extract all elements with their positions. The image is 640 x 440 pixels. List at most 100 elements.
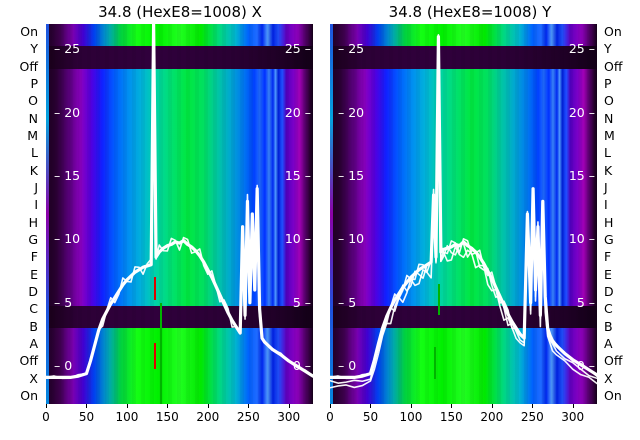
category-tick-left-14: E: [30, 266, 38, 282]
panel-title-x: 34.8 (HexE8=1008) X: [98, 3, 262, 21]
data-marker-2: [160, 302, 163, 404]
heatmap-image-y: [330, 24, 597, 404]
trace-path: [46, 28, 313, 380]
category-tick-right-16: C: [604, 301, 613, 317]
xtick-panel-y-mark-250: [532, 404, 534, 408]
xtick-panel-x-label-0: 0: [42, 410, 50, 424]
xtick-panel-y-label-200: 200: [480, 410, 504, 424]
xtick-panel-x-mark-250: [248, 404, 250, 408]
category-tick-left-15: D: [28, 284, 38, 299]
xtick-panel-y-mark-50: [370, 404, 372, 408]
xtick-panel-x-label-50: 50: [78, 410, 95, 424]
inner-ytick-left-20: – 20: [54, 104, 81, 120]
category-tick-left-2: Off: [19, 58, 38, 74]
trace-overlay-y: [330, 34, 597, 389]
inner-ytick-right-0: 0 –: [576, 358, 595, 373]
xtick-panel-y-label-0: 0: [326, 410, 334, 424]
xtick-panel-y-label-100: 100: [399, 410, 423, 424]
heat-band-top-dark: [330, 46, 597, 69]
inner-ytick-right-10: 10 –: [568, 231, 595, 247]
xtick-panel-y-mark-200: [491, 404, 493, 408]
category-tick-right-10: I: [604, 197, 608, 213]
inner-ytick-right-15: 15 –: [284, 168, 311, 183]
inner-ytick-left-25: – 25: [338, 41, 365, 57]
xtick-panel-x-mark-50: [86, 404, 88, 408]
category-tick-left-20: X: [29, 370, 38, 386]
inner-ytick-left-10: – 10: [54, 231, 81, 247]
category-tick-left-13: F: [30, 249, 38, 265]
inner-ytick-right-10: 10 –: [284, 231, 311, 247]
category-tick-right-12: G: [604, 232, 614, 247]
xtick-panel-y-mark-100: [410, 404, 412, 408]
category-tick-right-13: F: [604, 249, 612, 265]
trace-path: [330, 35, 597, 379]
category-tick-right-4: O: [604, 93, 614, 109]
category-tick-right-6: M: [604, 128, 615, 143]
xtick-panel-y-label-150: 150: [439, 410, 463, 424]
panel-title-y: 34.8 (HexE8=1008) Y: [388, 3, 552, 21]
xtick-panel-x-mark-200: [207, 404, 209, 408]
heat-band-main: [330, 68, 597, 306]
category-tick-left-4: O: [28, 93, 38, 109]
xtick-panel-x-label-300: 300: [277, 410, 301, 424]
data-marker-1: [153, 343, 156, 369]
category-tick-right-5: N: [604, 110, 614, 126]
data-marker-3: [437, 283, 440, 316]
category-tick-left-5: N: [28, 110, 38, 126]
data-marker-0: [153, 277, 156, 301]
trace-overlay-x: [46, 24, 313, 380]
category-tick-right-3: P: [604, 76, 612, 91]
heat-mottle: [46, 24, 313, 404]
category-axis-right: On Y Off P O N M L K J I H G F E D C B A Off X On: [598, 24, 640, 404]
category-tick-right-0: On: [604, 24, 622, 39]
category-tick-left-21: On: [20, 388, 38, 403]
heatmap-panel-y[interactable]: – 25 25 – – 20 20 – – 15 15 – – 10 10 – – 5 5 – – …: [330, 24, 597, 404]
inner-ytick-left-25: – 25: [54, 41, 81, 57]
inner-ytick-right-0: 0 –: [292, 358, 311, 373]
x-axis-panel-x: 0 50 100 150 200 250 300: [42, 404, 313, 440]
xtick-panel-y-mark-0: [330, 404, 331, 408]
heat-band-top-green: [330, 24, 597, 47]
xtick-panel-x-mark-100: [126, 404, 128, 408]
trace-path: [46, 24, 313, 379]
x-axis-panel-y: 0 50 100 150 200 250 300: [326, 404, 597, 440]
category-tick-left-18: A: [29, 336, 38, 351]
category-tick-left-8: K: [29, 162, 38, 178]
xtick-panel-x-mark-0: [46, 404, 47, 408]
data-marker-4: [433, 347, 436, 379]
heat-band-main: [46, 68, 313, 306]
category-tick-right-18: A: [604, 336, 613, 351]
heat-edge-stripe: [330, 24, 333, 404]
category-tick-right-9: J: [604, 180, 608, 195]
inner-ytick-right-20: 20 –: [284, 104, 311, 120]
trace-path: [330, 51, 597, 389]
category-tick-left-3: P: [30, 76, 38, 91]
inner-ytick-left-0: – 0: [338, 358, 357, 373]
category-tick-left-1: Y: [30, 41, 38, 57]
category-tick-right-17: B: [604, 318, 613, 334]
heat-edge-stripe: [46, 24, 49, 404]
category-tick-left-17: B: [29, 318, 38, 334]
category-tick-left-6: M: [27, 128, 38, 143]
inner-ytick-right-25: 25 –: [284, 41, 311, 57]
category-tick-left-16: C: [29, 301, 38, 317]
inner-ytick-left-20: – 20: [338, 104, 365, 120]
inner-ytick-left-15: – 15: [338, 168, 365, 183]
inner-ytick-left-5: – 5: [54, 294, 73, 310]
trace-path: [330, 34, 597, 384]
inner-ytick-right-15: 15 –: [568, 168, 595, 183]
category-tick-left-11: H: [28, 214, 38, 230]
heat-band-top-green: [46, 24, 313, 47]
inner-ytick-right-25: 25 –: [568, 41, 595, 57]
category-tick-left-0: On: [20, 24, 38, 39]
category-tick-left-12: G: [28, 232, 38, 247]
category-tick-right-15: D: [604, 284, 614, 299]
heatmap-panel-x[interactable]: – 25 25 – – 20 20 – – 15 15 – – 10 10 – – 5 5 – – …: [46, 24, 313, 404]
xtick-panel-y-label-50: 50: [362, 410, 379, 424]
xtick-panel-y-mark-300: [572, 404, 574, 408]
xtick-panel-x-label-250: 250: [236, 410, 260, 424]
category-tick-left-19: Off: [19, 353, 38, 369]
category-tick-left-9: J: [34, 180, 38, 195]
